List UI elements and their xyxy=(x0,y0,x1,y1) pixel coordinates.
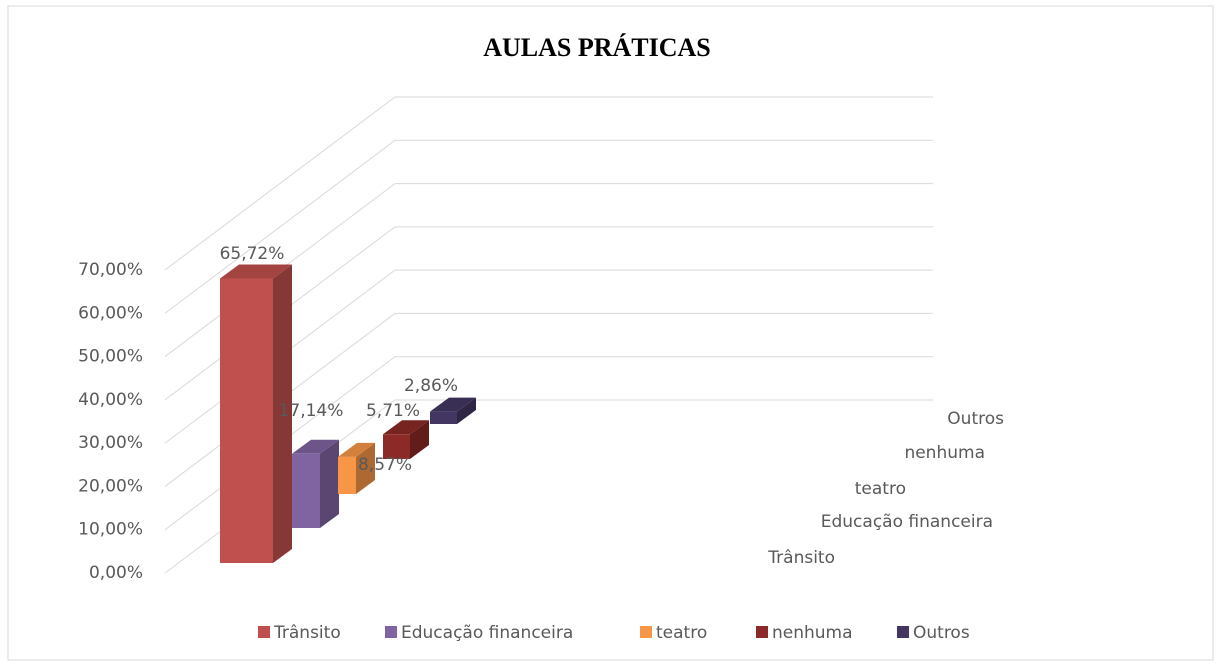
y-tick-label: 60,00% xyxy=(78,303,143,323)
legend-label: Outros xyxy=(913,623,970,643)
y-tick-label: 10,00% xyxy=(78,520,143,540)
bar-top xyxy=(292,439,339,454)
y-tick-label: 20,00% xyxy=(78,476,143,496)
y-tick-label: 30,00% xyxy=(78,433,143,453)
depth-axis-label: nenhuma xyxy=(904,443,985,463)
legend-swatch xyxy=(640,626,652,638)
chart-border xyxy=(7,5,1214,661)
bar-top xyxy=(338,442,375,457)
legend-label: Trânsito xyxy=(273,623,341,643)
y-tick-label: 0,00% xyxy=(89,563,143,583)
bar-top xyxy=(220,264,292,279)
legend-swatch xyxy=(897,626,909,638)
bar-side xyxy=(356,442,375,494)
bar-side xyxy=(273,264,292,563)
y-tick-label: 70,00% xyxy=(78,260,143,280)
data-label: 17,14% xyxy=(279,401,344,421)
legend-swatch xyxy=(258,626,270,638)
depth-axis-label: Trânsito xyxy=(767,548,835,568)
legend-label: teatro xyxy=(656,623,707,643)
bar-side xyxy=(410,420,429,459)
bar-side xyxy=(320,439,339,528)
bar xyxy=(383,434,410,459)
depth-axis-label: teatro xyxy=(855,479,906,499)
depth-axis-label: Educação financeira xyxy=(821,512,993,532)
bar-side xyxy=(457,397,476,424)
bar xyxy=(430,411,457,424)
legend-swatch xyxy=(756,626,768,638)
data-label: 5,71% xyxy=(366,401,420,421)
legend-label: Educação financeira xyxy=(401,623,573,643)
bar xyxy=(338,456,356,494)
bar-top xyxy=(430,397,476,412)
bar-top xyxy=(383,420,429,435)
grid-line xyxy=(164,96,933,271)
legend-label: nenhuma xyxy=(772,623,853,643)
legend-swatch xyxy=(385,626,397,638)
data-label: 8,57% xyxy=(358,455,412,475)
y-tick-label: 50,00% xyxy=(78,347,143,367)
grid-line xyxy=(164,139,933,314)
bar xyxy=(220,278,273,563)
depth-axis-label: Outros xyxy=(947,409,1004,429)
data-label: 2,86% xyxy=(404,376,458,396)
data-label: 65,72% xyxy=(220,244,285,264)
bar xyxy=(292,453,320,528)
y-tick-label: 40,00% xyxy=(78,390,143,410)
chart-title: AULAS PRÁTICAS xyxy=(483,33,711,62)
